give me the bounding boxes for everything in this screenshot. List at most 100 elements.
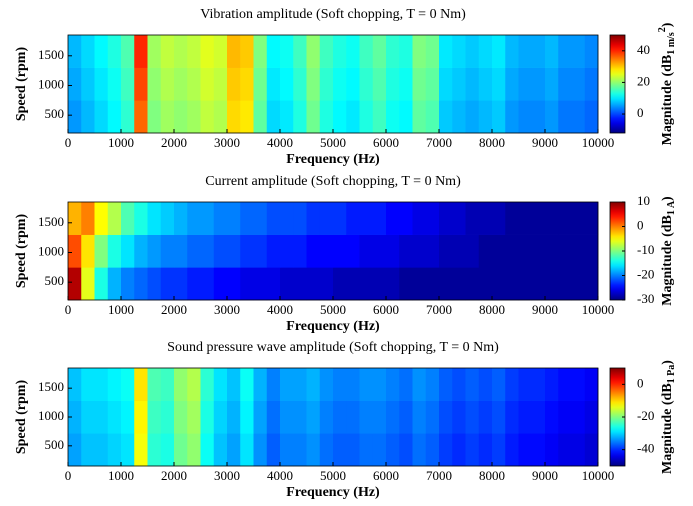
heatmap-cell xyxy=(160,35,175,68)
heatmap-cell xyxy=(107,234,122,268)
heatmap-cell xyxy=(160,67,175,101)
heatmap-cell xyxy=(121,234,135,268)
heatmap-cell xyxy=(227,368,241,401)
heatmap-cell xyxy=(107,368,122,401)
heatmap-cell xyxy=(545,100,559,134)
heatmap-cell xyxy=(227,234,241,268)
heatmap-cell xyxy=(439,267,453,301)
x-tick-label: 1000 xyxy=(108,135,134,150)
heatmap-cell xyxy=(531,433,546,467)
x-tick-label: 10000 xyxy=(582,302,615,317)
heatmap-cell xyxy=(399,400,413,434)
heatmap-cell xyxy=(386,35,400,68)
heatmap-cell xyxy=(545,202,559,235)
heatmap-cell xyxy=(399,267,413,301)
x-tick-label: 9000 xyxy=(532,135,558,150)
heatmap-cell xyxy=(518,433,533,467)
heatmap-cell xyxy=(227,35,241,68)
heatmap-cell xyxy=(293,267,307,301)
heatmap-cell xyxy=(134,400,148,434)
heatmap-cell xyxy=(545,35,559,68)
heatmap-cell xyxy=(293,35,307,68)
heatmap-cell xyxy=(399,234,413,268)
heatmap-cell xyxy=(425,234,440,268)
heatmap-cell xyxy=(134,100,148,134)
heatmap-cell xyxy=(439,100,453,134)
heatmap-cell xyxy=(346,400,360,434)
heatmap-cell xyxy=(558,267,572,301)
y-tick-label: 1500 xyxy=(38,379,64,394)
heatmap-cell xyxy=(372,368,387,401)
heatmap-cell xyxy=(571,35,586,68)
heatmap-cell xyxy=(107,267,122,301)
heatmap-cell xyxy=(492,234,506,268)
heatmap-cell xyxy=(81,100,95,134)
heatmap-cell xyxy=(372,433,387,467)
heatmap-cell xyxy=(121,368,135,401)
heatmap-cell xyxy=(160,100,175,134)
heatmap-cell xyxy=(518,202,533,235)
heatmap-cell xyxy=(584,67,599,101)
label-subscript: 1 m/s xyxy=(666,32,677,55)
heatmap-cell xyxy=(439,368,453,401)
heatmap-cell xyxy=(253,433,268,467)
heatmap-cell xyxy=(412,267,427,301)
heatmap-cell xyxy=(266,400,281,434)
heatmap-cell xyxy=(452,234,466,268)
x-tick-label: 8000 xyxy=(479,302,505,317)
heatmap-cell xyxy=(174,100,188,134)
heatmap-cell xyxy=(253,400,268,434)
heatmap-cell xyxy=(187,67,201,101)
heatmap-cell xyxy=(107,35,122,68)
heatmap-cell xyxy=(558,100,572,134)
heatmap-cell xyxy=(240,234,254,268)
heatmap-cell xyxy=(439,433,453,467)
heatmap-cell xyxy=(558,35,572,68)
x-tick-label: 0 xyxy=(65,468,72,483)
colorbar-tick-label: 10 xyxy=(637,193,650,208)
heatmap-cell xyxy=(160,400,175,434)
heatmap-cell xyxy=(121,100,135,134)
heatmap-cell xyxy=(187,433,201,467)
heatmap-cell xyxy=(134,267,148,301)
heatmap-cell xyxy=(333,234,347,268)
heatmap-cell xyxy=(439,234,453,268)
heatmap-cell xyxy=(399,433,413,467)
heatmap-cell xyxy=(160,202,175,235)
heatmap-cell xyxy=(359,35,374,68)
heatmap-cell xyxy=(333,35,347,68)
heatmap-cell xyxy=(187,368,201,401)
heatmap-cell xyxy=(187,202,201,235)
heatmap-cell xyxy=(240,400,254,434)
heatmap-cell xyxy=(571,433,586,467)
heatmap-cell xyxy=(571,267,586,301)
heatmap-cell xyxy=(465,433,480,467)
heatmap-cell xyxy=(571,100,586,134)
heatmap-cell xyxy=(386,234,400,268)
heatmap-cell xyxy=(147,67,162,101)
heatmap-cell xyxy=(478,234,493,268)
x-tick-label: 6000 xyxy=(373,302,399,317)
heatmap-cell xyxy=(81,67,95,101)
x-tick-label: 10000 xyxy=(582,135,615,150)
heatmap-cell xyxy=(266,35,281,68)
heatmap-cell xyxy=(160,368,175,401)
heatmap-cell xyxy=(372,67,387,101)
label-close: ) xyxy=(660,22,675,27)
heatmap-cell xyxy=(452,267,466,301)
x-tick-label: 8000 xyxy=(479,468,505,483)
heatmap-cell xyxy=(333,202,347,235)
heatmap-cell xyxy=(425,368,440,401)
heatmap-cell xyxy=(200,267,215,301)
heatmap-cell xyxy=(571,234,586,268)
heatmap-cell xyxy=(200,35,215,68)
heatmap-cell xyxy=(478,368,493,401)
colorbar-tick-label: 0 xyxy=(637,375,644,390)
heatmap-cell xyxy=(584,267,599,301)
heatmap-cell xyxy=(584,400,599,434)
heatmap-cell xyxy=(200,400,215,434)
heatmap-cell xyxy=(68,368,82,401)
heatmap-cell xyxy=(121,267,135,301)
heatmap-cell xyxy=(346,433,360,467)
heatmap-cell xyxy=(571,400,586,434)
